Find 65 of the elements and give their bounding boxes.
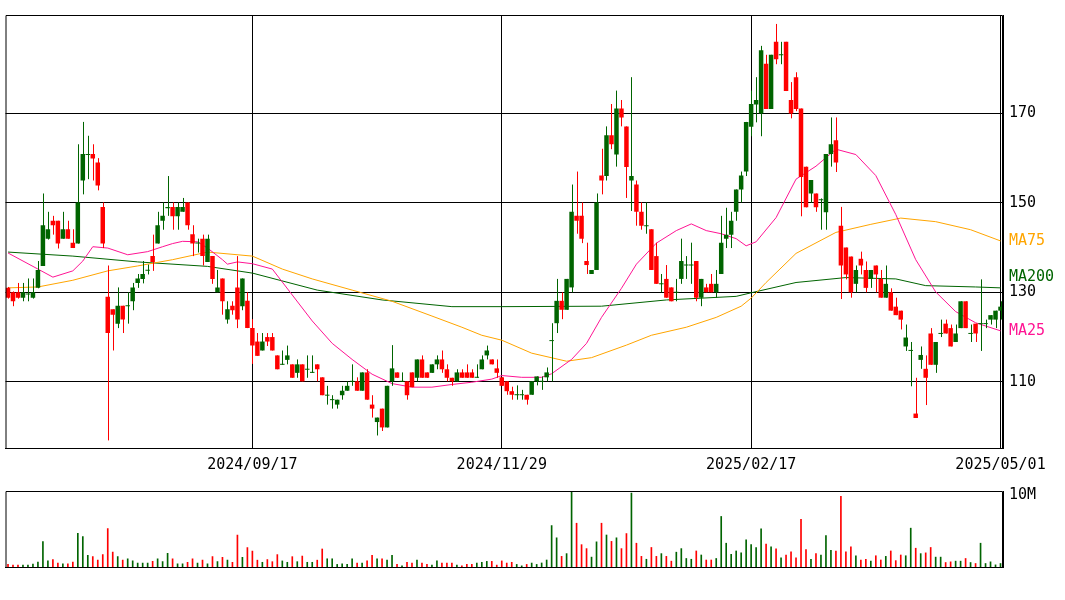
candlestick	[599, 148, 604, 195]
candlestick	[644, 201, 649, 235]
candlestick	[609, 103, 614, 150]
candlestick	[414, 358, 420, 382]
candlestick	[60, 211, 66, 240]
candlestick	[833, 116, 839, 173]
candlestick	[559, 291, 564, 320]
candlestick	[968, 324, 973, 343]
candlestick	[863, 260, 869, 293]
candlestick	[305, 354, 310, 379]
series-label: MA25	[1009, 320, 1046, 339]
candlestick	[285, 345, 290, 365]
candlestick	[639, 201, 644, 231]
candlestick	[419, 354, 425, 379]
candlestick	[918, 345, 923, 370]
candlestick	[389, 344, 395, 387]
candlestick	[295, 358, 300, 379]
candlestick	[190, 224, 195, 257]
candlestick	[584, 242, 589, 275]
candlestick	[813, 192, 819, 213]
candlestick	[150, 234, 155, 272]
candlestick	[778, 41, 784, 65]
candlestick	[888, 287, 894, 312]
candlestick	[659, 273, 664, 293]
candlestick	[25, 277, 31, 302]
candlestick	[120, 305, 125, 334]
candlestick	[728, 211, 734, 249]
x-tick-label: 2024/09/17	[207, 454, 298, 473]
candlestick	[619, 99, 624, 127]
candlestick	[349, 363, 355, 387]
candlestick	[90, 143, 96, 182]
y-tick-label: 150	[1009, 192, 1037, 211]
candlestick	[220, 277, 225, 316]
candlestick	[733, 188, 739, 222]
candlestick	[195, 238, 200, 254]
candlestick	[674, 278, 679, 302]
candlestick	[324, 385, 330, 406]
candlestick	[329, 394, 335, 410]
y-tick-label: 170	[1009, 103, 1037, 122]
candlestick	[309, 354, 315, 374]
y-tick-label: 130	[1009, 282, 1037, 301]
candlestick	[185, 201, 190, 231]
candlestick	[878, 269, 884, 299]
candlestick	[205, 234, 210, 263]
candlestick	[210, 255, 215, 285]
candlestick	[55, 220, 61, 249]
y-tick-label: 110	[1009, 371, 1037, 390]
candlestick	[938, 319, 943, 338]
text: 10M	[1009, 484, 1037, 503]
x-tick-label: 2024/11/29	[456, 454, 547, 473]
candlestick	[115, 286, 120, 329]
candlestick	[225, 300, 230, 325]
candlestick	[629, 76, 634, 212]
candlestick	[933, 341, 938, 374]
candlestick	[170, 201, 175, 231]
x-tick-label: 2025/05/01	[955, 454, 1046, 473]
candlestick	[30, 277, 36, 300]
candlestick	[85, 135, 91, 180]
candlestick	[828, 116, 834, 168]
series-label: MA75	[1009, 230, 1046, 249]
x-tick-label: 2025/02/17	[705, 454, 797, 473]
candlestick	[853, 265, 859, 293]
candlestick	[280, 349, 285, 366]
candlestick	[913, 377, 918, 419]
candlestick	[35, 260, 41, 289]
